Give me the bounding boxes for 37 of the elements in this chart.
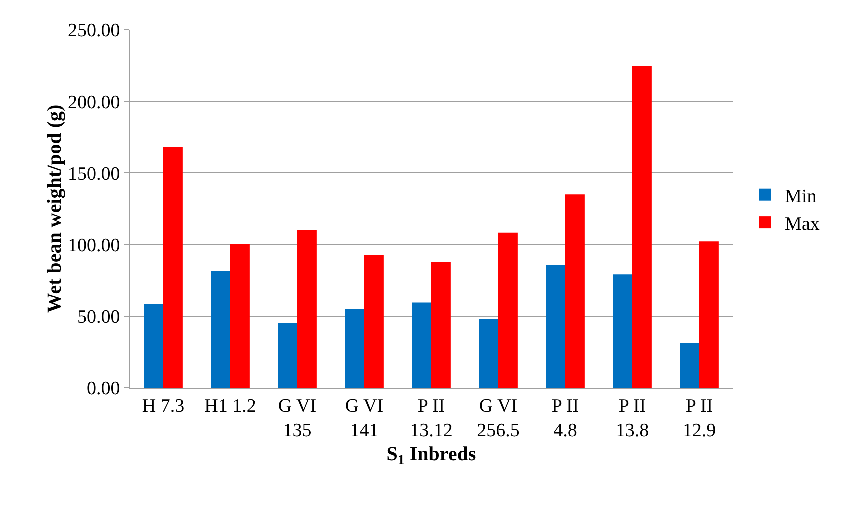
bar xyxy=(498,232,518,388)
y-tick-label: 0.00 xyxy=(86,378,120,400)
x-tick-label: G VI 141 xyxy=(345,396,384,442)
bar xyxy=(278,324,298,388)
x-axis-title: S$_{1}$ Inbreds xyxy=(386,444,476,469)
legend-label: Max xyxy=(785,214,820,235)
y-tick-label: 50.00 xyxy=(77,307,120,328)
x-tick-label: P II 4.8 xyxy=(552,396,580,442)
bar xyxy=(680,343,700,388)
x-tick-label: G VI 135 xyxy=(278,396,317,442)
bar xyxy=(432,262,451,388)
bar xyxy=(700,242,719,388)
x-tick-label: P II 13.12 xyxy=(410,396,453,442)
y-tick-label: 200.00 xyxy=(68,92,120,114)
bar xyxy=(298,230,317,388)
y-tick-label: 150.00 xyxy=(68,164,120,185)
bar xyxy=(345,308,364,388)
bar xyxy=(613,274,632,388)
bar xyxy=(632,66,652,388)
y-tick-label: 100.00 xyxy=(68,235,120,256)
bar xyxy=(546,266,566,388)
legend-label: Min xyxy=(785,186,818,208)
x-tick-label: H 7.3 xyxy=(142,396,185,417)
bar xyxy=(230,244,250,388)
bar xyxy=(566,194,585,388)
bar xyxy=(412,302,432,388)
bar xyxy=(364,255,384,388)
bar xyxy=(164,146,183,388)
y-axis-title: Wet bean weight/pod (g) xyxy=(44,104,66,314)
y-tick-label: 250.00 xyxy=(68,20,120,42)
x-tick-label: H1 1.2 xyxy=(204,396,256,417)
x-tick-label: P II 12.9 xyxy=(682,396,716,442)
x-tick-label: P II 13.8 xyxy=(616,396,650,442)
x-tick-label: G VI 256.5 xyxy=(477,396,520,442)
bar xyxy=(479,319,498,388)
bar xyxy=(211,271,230,388)
bar xyxy=(144,304,164,388)
